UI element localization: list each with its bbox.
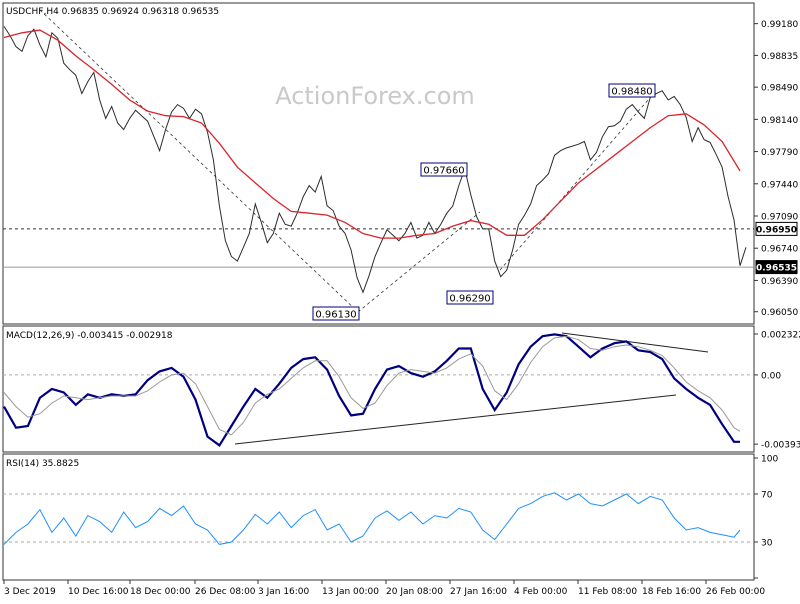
macd-trend-line	[561, 332, 709, 353]
price-tick-label: 0.99180	[761, 20, 798, 30]
x-tick-label: 20 Jan 08:00	[386, 587, 443, 597]
swing-label-box	[312, 306, 360, 321]
rsi-level-lines	[3, 493, 754, 543]
macd-panel: MACD(12,26,9) -0.003415 -0.002918	[2, 325, 755, 453]
x-tick-label: 27 Jan 16:00	[450, 587, 507, 597]
price-tick-label: 0.97440	[761, 180, 798, 190]
price-tick-label: 0.97090	[761, 213, 798, 223]
swing-label: 0.98480	[608, 83, 656, 98]
swing-label: 0.97660	[420, 162, 468, 177]
watermark: ActionForex.com	[275, 82, 475, 110]
price-tick-label: 0.96740	[761, 245, 798, 255]
price-series-group	[3, 26, 747, 294]
price-tick-label: 0.98140	[761, 116, 798, 126]
current-price-label: 0.96535	[756, 264, 797, 274]
x-tick-label: 26 Feb 00:00	[706, 587, 765, 597]
x-tick-label: 3 Dec 2019	[4, 587, 56, 597]
price-panel-frame	[2, 2, 755, 325]
swing-label-text: 0.98480	[611, 87, 652, 98]
series-price-line	[3, 26, 747, 294]
reference-level-label: 0.96950	[756, 225, 797, 235]
rsi-label: RSI(14) 35.8825	[6, 459, 79, 469]
swing-label-text: 0.96130	[315, 310, 356, 321]
rsi-panel: RSI(14) 35.8825	[2, 453, 755, 581]
macd-series-group	[3, 333, 741, 447]
x-tick-label: 3 Jan 16:00	[258, 587, 310, 597]
macd-macd-line	[3, 333, 740, 447]
price-header: USDCHF,H4 0.96835 0.96924 0.96318 0.9653…	[6, 7, 219, 17]
swing-label-box	[420, 162, 468, 177]
rsi-line	[3, 492, 741, 545]
macd-y-axis: 0.002322 0.00 -0.003932	[754, 331, 800, 451]
swing-labels: 0.96130 0.97660 0.96290 0.98480	[312, 83, 656, 321]
trend-line	[357, 211, 481, 313]
rsi-tick-label: 30	[761, 539, 773, 549]
macd-panel-frame	[2, 325, 755, 453]
price-tick-label: 0.97790	[761, 148, 798, 158]
macd-tick-label: 0.002322	[761, 331, 800, 341]
macd-tick-label: 0.00	[761, 371, 781, 381]
reference-level-box	[755, 221, 798, 236]
x-tick-label: 4 Feb 00:00	[514, 587, 568, 597]
price-reference-lines	[3, 228, 754, 268]
swing-label: 0.96290	[446, 290, 494, 305]
price-tick-label: 0.98490	[761, 84, 798, 94]
swing-label-text: 0.96290	[449, 294, 490, 305]
swing-label-box	[446, 290, 494, 305]
trend-lines	[39, 9, 656, 313]
rsi-series-group	[3, 492, 741, 545]
macd-label: MACD(12,26,9) -0.003415 -0.002918	[6, 331, 173, 341]
macd-signal-line	[3, 335, 741, 436]
price-tick-label: 0.98835	[761, 52, 798, 62]
price-tick-label: 0.96050	[761, 308, 798, 318]
time-x-axis: 3 Dec 2019 10 Dec 16:00 18 Dec 00:00 26 Dec…	[3, 580, 765, 597]
x-tick-label: 11 Feb 08:00	[578, 587, 637, 597]
swing-label-box	[608, 83, 656, 98]
x-tick-label: 18 Dec 00:00	[130, 587, 191, 597]
x-tick-label: 10 Dec 16:00	[68, 587, 129, 597]
macd-trend-line	[234, 394, 677, 445]
macd-tick-label: -0.003932	[761, 441, 800, 451]
swing-label: 0.96130	[312, 306, 360, 321]
trend-line	[39, 9, 359, 313]
swing-label-text: 0.97660	[423, 166, 464, 177]
x-tick-label: 13 Jan 00:00	[322, 587, 379, 597]
rsi-y-axis: 100 70 30	[754, 455, 778, 579]
price-y-axis: 0.99180 0.98835 0.98490 0.98140 0.97790 0.974…	[754, 20, 798, 318]
price-panel: ActionForex.com 0.961300.976600.962900.9…	[2, 2, 755, 325]
price-tick-label: 0.96390	[761, 277, 798, 287]
rsi-panel-frame	[2, 453, 755, 581]
series-ma-line	[3, 29, 741, 239]
current-price-box	[755, 260, 798, 275]
x-tick-label: 26 Dec 08:00	[195, 587, 256, 597]
rsi-tick-label: 70	[761, 491, 773, 501]
macd-trend-lines	[234, 332, 709, 445]
x-tick-label: 18 Feb 16:00	[642, 587, 701, 597]
rsi-tick-label: 100	[761, 455, 778, 465]
